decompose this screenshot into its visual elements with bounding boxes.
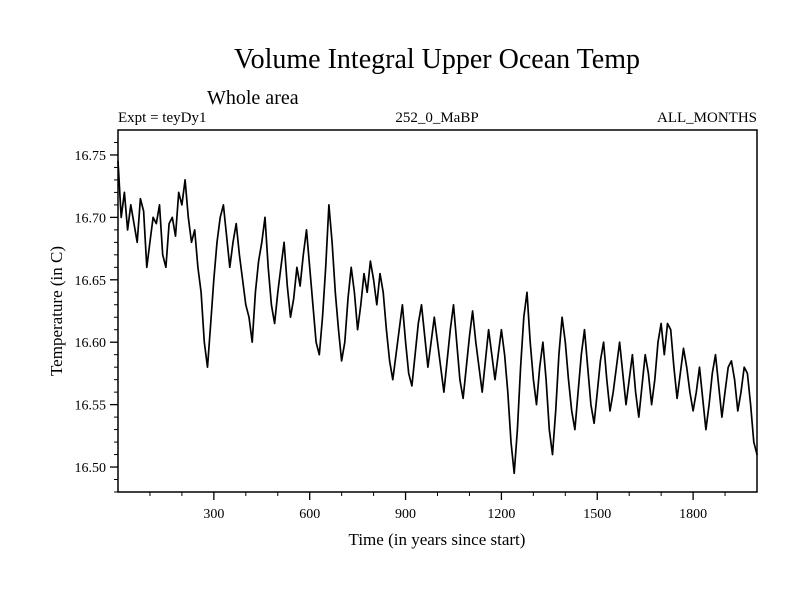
x-tick-label: 1200 [487, 507, 515, 522]
x-tick-label: 900 [395, 507, 416, 522]
y-tick-label: 16.55 [75, 399, 107, 414]
y-tick-label: 16.50 [75, 461, 107, 476]
y-tick-label: 16.60 [75, 336, 107, 351]
temperature-series [117, 160, 758, 475]
x-tick-label: 300 [203, 507, 224, 522]
x-tick-label: 600 [299, 507, 320, 522]
months-label: ALL_MONTHS [657, 110, 757, 126]
x-axis-ticks: 300 600 900 1200 1500 1800 [149, 492, 726, 522]
y-axis-label: Temperature (in C) [47, 246, 66, 376]
chart-title: Volume Integral Upper Ocean Temp [234, 44, 640, 75]
chart-subtitle: Whole area [207, 87, 299, 109]
y-axis-ticks: 16.50 16.55 16.60 16.65 16.70 16.75 [75, 141, 118, 493]
y-tick-label: 16.70 [75, 211, 107, 226]
experiment-label: Expt = teyDy1 [118, 110, 206, 126]
x-axis-label: Time (in years since start) [349, 530, 526, 549]
plot-frame [117, 129, 758, 493]
x-tick-label: 1500 [583, 507, 611, 522]
epoch-label: 252_0_MaBP [395, 110, 478, 126]
y-tick-label: 16.75 [75, 149, 107, 164]
x-tick-label: 1800 [679, 507, 707, 522]
y-tick-label: 16.65 [75, 274, 107, 289]
temperature-line [117, 160, 758, 475]
